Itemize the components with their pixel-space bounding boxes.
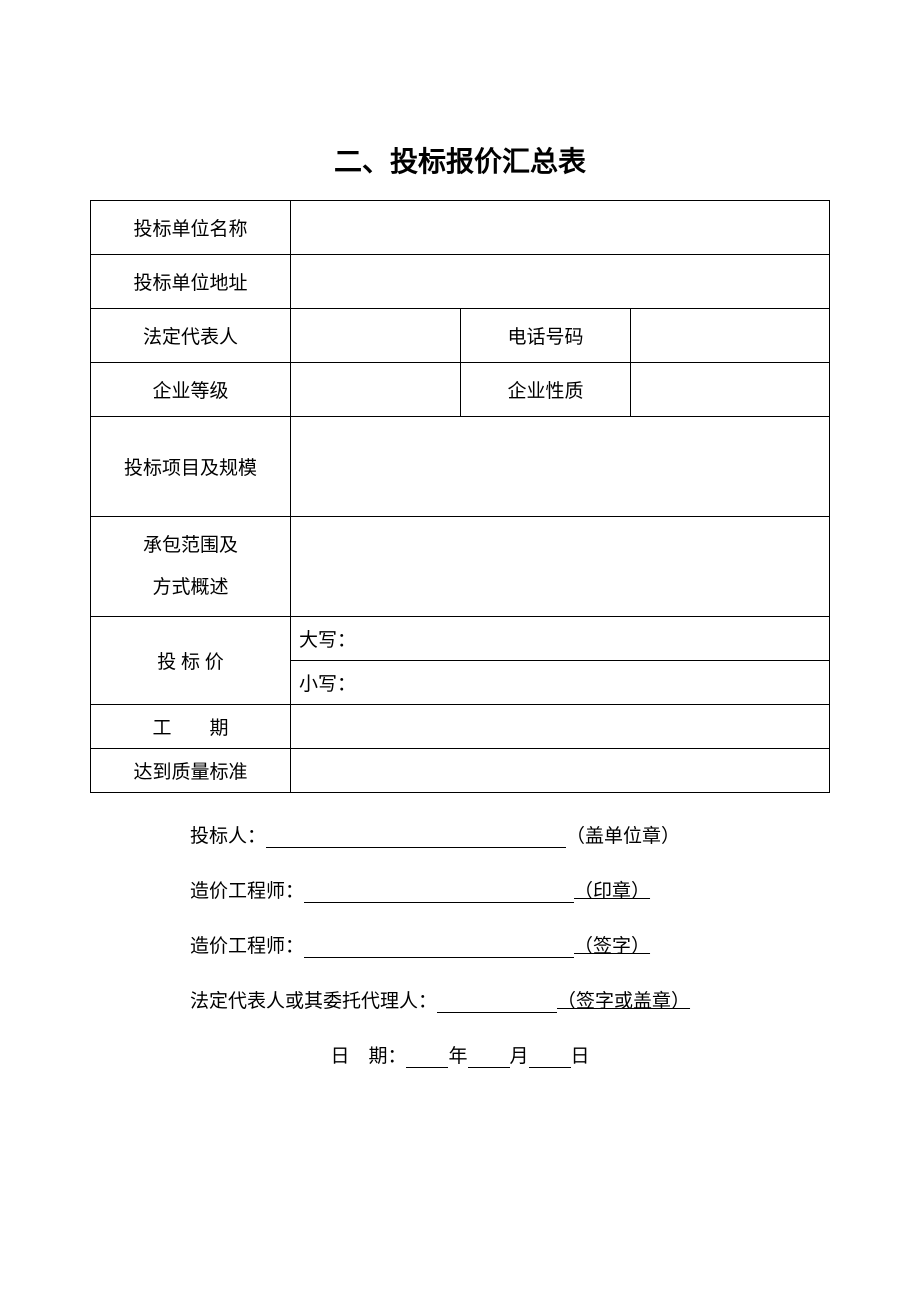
value-company-addr	[291, 255, 830, 309]
sig-engineer1-suffix: （印章）	[574, 881, 650, 902]
date-year: 年	[448, 1046, 467, 1067]
row-project: 投标项目及规模	[91, 417, 830, 517]
label-duration-2: 期	[210, 718, 229, 739]
label-nature: 企业性质	[461, 363, 631, 417]
label-company-addr: 投标单位地址	[91, 255, 291, 309]
value-nature	[631, 363, 830, 417]
sig-bidder-label: 投标人：	[190, 826, 266, 847]
label-scope-line1: 承包范围及	[143, 535, 238, 556]
value-project	[291, 417, 830, 517]
sig-bidder-line	[266, 827, 566, 848]
value-legal-rep	[291, 309, 461, 363]
sig-legal-suffix: （签字或盖章）	[557, 991, 690, 1012]
label-project: 投标项目及规模	[91, 417, 291, 517]
value-grade	[291, 363, 461, 417]
value-price-upper: 大写：	[291, 617, 830, 661]
row-company-name: 投标单位名称	[91, 201, 830, 255]
label-phone: 电话号码	[461, 309, 631, 363]
date-line: 日 期： 年 月 日	[90, 1041, 830, 1068]
sig-engineer2-label: 造价工程师：	[190, 936, 304, 957]
label-legal-rep: 法定代表人	[91, 309, 291, 363]
date-year-line	[406, 1047, 448, 1068]
signature-block: 投标人： （盖单位章） 造价工程师： （印章） 造价工程师： （签字） 法定代表人或其…	[90, 821, 830, 1013]
label-duration: 工 期	[91, 705, 291, 749]
value-phone	[631, 309, 830, 363]
label-scope: 承包范围及 方式概述	[91, 517, 291, 617]
label-duration-1: 工	[152, 718, 171, 739]
sig-engineer1-label: 造价工程师：	[190, 881, 304, 902]
label-price-lower: 小写：	[299, 674, 356, 695]
label-bid-price: 投 标 价	[91, 617, 291, 705]
sig-engineer2-line	[304, 937, 574, 958]
page-title: 二、投标报价汇总表	[90, 140, 830, 180]
value-company-name	[291, 201, 830, 255]
sig-bidder: 投标人： （盖单位章）	[190, 821, 830, 848]
row-company-addr: 投标单位地址	[91, 255, 830, 309]
row-quality: 达到质量标准	[91, 749, 830, 793]
value-scope	[291, 517, 830, 617]
row-grade: 企业等级 企业性质	[91, 363, 830, 417]
row-duration: 工 期	[91, 705, 830, 749]
sig-engineer1: 造价工程师： （印章）	[190, 876, 830, 903]
value-duration	[291, 705, 830, 749]
date-month-line	[468, 1047, 510, 1068]
label-company-name: 投标单位名称	[91, 201, 291, 255]
date-prefix: 日 期：	[330, 1046, 406, 1067]
sig-engineer2: 造价工程师： （签字）	[190, 931, 830, 958]
date-day: 日	[571, 1046, 590, 1067]
label-scope-line2: 方式概述	[152, 577, 228, 598]
date-day-line	[529, 1047, 571, 1068]
sig-engineer1-line	[304, 882, 574, 903]
sig-engineer2-suffix: （签字）	[574, 936, 650, 957]
row-scope: 承包范围及 方式概述	[91, 517, 830, 617]
date-month: 月	[510, 1046, 529, 1067]
value-price-lower: 小写：	[291, 661, 830, 705]
sig-legal-line	[437, 992, 557, 1013]
sig-legal: 法定代表人或其委托代理人： （签字或盖章）	[190, 986, 830, 1013]
label-price-upper: 大写：	[299, 630, 356, 651]
label-quality: 达到质量标准	[91, 749, 291, 793]
label-grade: 企业等级	[91, 363, 291, 417]
bid-summary-table: 投标单位名称 投标单位地址 法定代表人 电话号码 企业等级 企业性质 投标项目及…	[90, 200, 830, 793]
sig-bidder-suffix: （盖单位章）	[566, 826, 680, 847]
value-quality	[291, 749, 830, 793]
row-legal-rep: 法定代表人 电话号码	[91, 309, 830, 363]
sig-legal-label: 法定代表人或其委托代理人：	[190, 991, 437, 1012]
row-price-upper: 投 标 价 大写：	[91, 617, 830, 661]
